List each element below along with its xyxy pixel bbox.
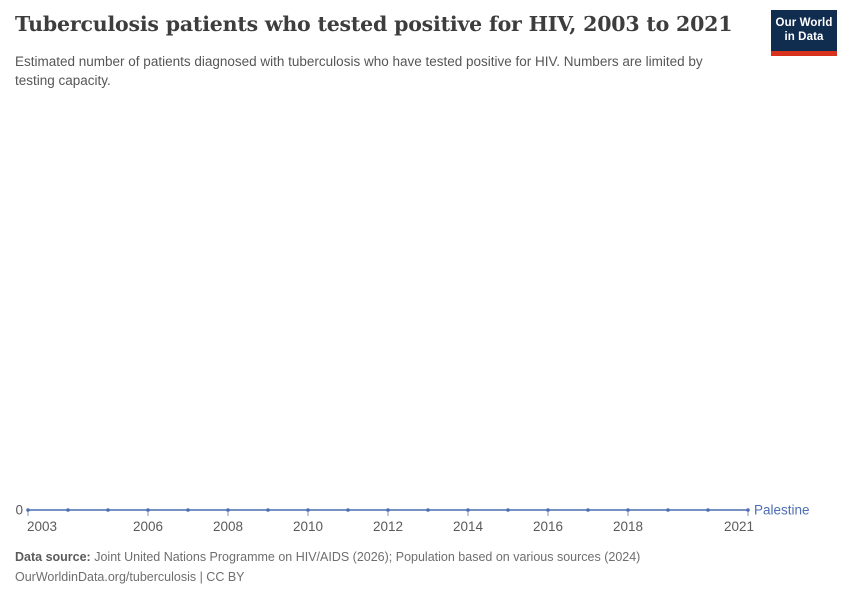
chart-footer: Data source: Joint United Nations Progra… — [15, 547, 815, 587]
data-point[interactable] — [426, 508, 430, 512]
owid-logo-line2: in Data — [784, 30, 824, 43]
x-axis-label: 2008 — [213, 519, 243, 534]
owid-logo-line1: Our World — [775, 17, 833, 29]
data-point[interactable] — [66, 508, 70, 512]
x-axis-label: 2010 — [293, 519, 323, 534]
data-point[interactable] — [546, 508, 550, 512]
owid-logo: Our World in Data — [771, 10, 837, 56]
x-axis-label: 2016 — [533, 519, 563, 534]
data-point[interactable] — [106, 508, 110, 512]
chart-title: Tuberculosis patients who tested positiv… — [15, 12, 733, 36]
data-point[interactable] — [626, 508, 630, 512]
data-point[interactable] — [466, 508, 470, 512]
data-point[interactable] — [666, 508, 670, 512]
data-point[interactable] — [506, 508, 510, 512]
data-point[interactable] — [26, 508, 30, 512]
data-point[interactable] — [706, 508, 710, 512]
x-axis-label: 2012 — [373, 519, 403, 534]
data-point[interactable] — [306, 508, 310, 512]
data-point[interactable] — [226, 508, 230, 512]
y-axis-label: 0 — [15, 503, 23, 518]
chart-subtitle: Estimated number of patients diagnosed w… — [15, 54, 703, 89]
data-point[interactable] — [746, 508, 750, 512]
x-axis-label: 2006 — [133, 519, 163, 534]
data-point[interactable] — [186, 508, 190, 512]
data-point[interactable] — [586, 508, 590, 512]
data-source-line: Data source: Joint United Nations Progra… — [15, 547, 815, 567]
data-point[interactable] — [346, 508, 350, 512]
x-axis-label: 2018 — [613, 519, 643, 534]
data-source-label: Data source: — [15, 550, 91, 564]
data-point[interactable] — [266, 508, 270, 512]
series-label[interactable]: Palestine — [754, 503, 810, 518]
x-axis-label: 2003 — [27, 519, 57, 534]
data-point[interactable] — [386, 508, 390, 512]
data-source-text: Joint United Nations Programme on HIV/AI… — [94, 550, 641, 564]
x-axis-label: 2014 — [453, 519, 484, 534]
data-point[interactable] — [146, 508, 150, 512]
x-axis-label: 2021 — [724, 519, 754, 534]
attribution-line: OurWorldinData.org/tuberculosis | CC BY — [15, 570, 245, 584]
